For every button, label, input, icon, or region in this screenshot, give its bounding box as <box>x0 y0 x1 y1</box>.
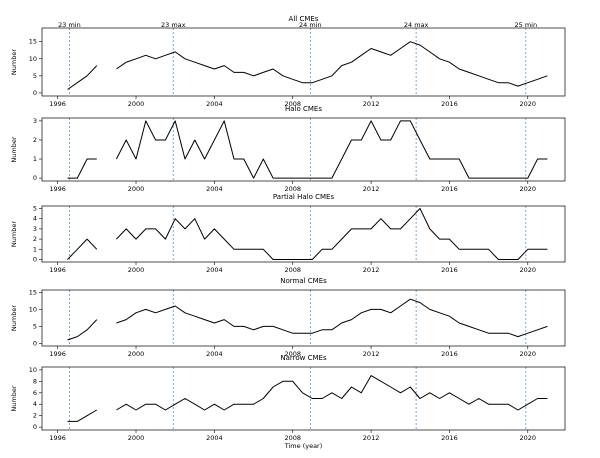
x-axis-label: Time (year) <box>284 442 323 450</box>
panel-title: Halo CMEs <box>285 105 322 113</box>
y-tick-label: 2 <box>33 235 37 243</box>
cycle-label: 23 min <box>58 21 81 29</box>
x-tick-label: 2008 <box>284 350 301 358</box>
x-tick-label: 2004 <box>206 266 223 274</box>
cycle-label: 24 min <box>299 21 322 29</box>
plot-frame <box>41 366 566 431</box>
y-axis-label: Number <box>10 385 18 411</box>
x-tick-label: 2020 <box>520 185 537 193</box>
x-tick-label: 2000 <box>128 185 145 193</box>
y-tick-label: 0 <box>33 174 37 182</box>
x-tick-label: 2020 <box>520 100 537 108</box>
y-tick-label: 5 <box>33 322 37 330</box>
data-line <box>67 208 548 260</box>
y-axis-label: Number <box>10 136 18 162</box>
y-tick-label: 15 <box>29 38 37 46</box>
plot-frame <box>41 289 566 347</box>
data-line <box>67 41 548 90</box>
x-tick-label: 2012 <box>363 185 380 193</box>
y-tick-label: 4 <box>33 400 37 408</box>
y-tick-label: 4 <box>33 215 37 223</box>
x-tick-label: 2008 <box>284 185 301 193</box>
y-tick-label: 0 <box>33 423 37 431</box>
y-tick-label: 2 <box>33 412 37 420</box>
x-tick-label: 1996 <box>49 266 66 274</box>
x-tick-label: 2000 <box>128 434 145 442</box>
x-tick-label: 2020 <box>520 266 537 274</box>
y-tick-label: 6 <box>33 389 37 397</box>
cycle-label: 25 min <box>515 21 538 29</box>
x-tick-label: 2008 <box>284 266 301 274</box>
y-tick-label: 1 <box>33 245 37 253</box>
x-tick-label: 2000 <box>128 350 145 358</box>
panel-title: Narrow CMEs <box>280 354 327 362</box>
x-tick-label: 2008 <box>284 100 301 108</box>
x-tick-label: 1996 <box>49 434 66 442</box>
panel-title: Normal CMEs <box>280 277 327 285</box>
y-tick-label: 2 <box>33 136 37 144</box>
plot-frame <box>41 27 566 97</box>
panel-title: Partial Halo CMEs <box>273 193 335 201</box>
y-tick-label: 0 <box>33 255 37 263</box>
x-tick-label: 2016 <box>441 350 458 358</box>
x-tick-label: 1996 <box>49 100 66 108</box>
y-tick-label: 10 <box>29 305 37 313</box>
cycle-label: 24 max <box>404 21 429 29</box>
x-tick-label: 2004 <box>206 185 223 193</box>
data-line <box>67 298 548 341</box>
x-tick-label: 2020 <box>520 434 537 442</box>
x-tick-label: 2016 <box>441 266 458 274</box>
y-tick-label: 5 <box>33 205 37 213</box>
x-tick-label: 2016 <box>441 434 458 442</box>
y-tick-label: 10 <box>29 366 37 374</box>
plot-frame <box>41 117 566 182</box>
x-tick-label: 2004 <box>206 434 223 442</box>
x-tick-label: 2000 <box>128 266 145 274</box>
y-axis-label: Number <box>10 49 18 75</box>
x-tick-label: 1996 <box>49 350 66 358</box>
y-tick-label: 10 <box>29 55 37 63</box>
x-tick-label: 2000 <box>128 100 145 108</box>
cycle-label: 23 max <box>161 21 186 29</box>
y-tick-label: 3 <box>33 225 37 233</box>
x-tick-label: 2004 <box>206 350 223 358</box>
x-tick-label: 1996 <box>49 185 66 193</box>
x-tick-label: 2008 <box>284 434 301 442</box>
x-tick-label: 2012 <box>363 100 380 108</box>
x-tick-label: 2012 <box>363 350 380 358</box>
y-tick-label: 1 <box>33 155 37 163</box>
panel-title: All CMEs <box>289 15 319 23</box>
x-tick-label: 2004 <box>206 100 223 108</box>
y-tick-label: 3 <box>33 117 37 125</box>
x-tick-label: 2016 <box>441 100 458 108</box>
x-tick-label: 2012 <box>363 266 380 274</box>
data-line <box>67 375 548 422</box>
plot-frame <box>41 205 566 263</box>
x-tick-label: 2016 <box>441 185 458 193</box>
x-tick-label: 2012 <box>363 434 380 442</box>
data-line <box>67 120 548 179</box>
y-tick-label: 0 <box>33 339 37 347</box>
y-axis-label: Number <box>10 221 18 247</box>
y-axis-label: Number <box>10 305 18 331</box>
y-tick-label: 0 <box>33 89 37 97</box>
y-tick-label: 15 <box>29 288 37 296</box>
y-tick-label: 5 <box>33 72 37 80</box>
x-tick-label: 2020 <box>520 350 537 358</box>
y-tick-label: 8 <box>33 377 37 385</box>
